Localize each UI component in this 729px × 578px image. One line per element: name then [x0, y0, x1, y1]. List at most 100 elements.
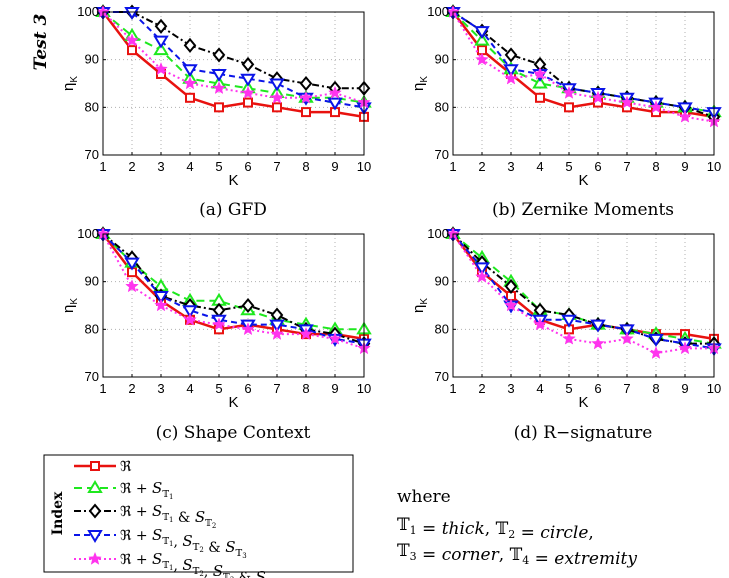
y-tick-label: 100 [77, 226, 99, 241]
x-tick-label: 3 [157, 159, 164, 174]
x-tick-label: 9 [331, 159, 338, 174]
chart-caption: (a) GFD [199, 200, 267, 220]
test-side-label: Test 3 [31, 13, 51, 70]
data-point [211, 68, 227, 82]
data-point [269, 319, 285, 333]
x-tick-label: 4 [536, 159, 543, 174]
x-tick-label: 5 [215, 381, 222, 396]
chart-caption: (c) Shape Context [156, 423, 311, 443]
legend-marker [88, 551, 102, 565]
data-point [153, 290, 169, 304]
data-point [154, 61, 168, 76]
data-point [182, 64, 198, 78]
y-tick-label: 70 [85, 147, 99, 162]
x-tick-label: 2 [128, 381, 135, 396]
x-tick-label: 10 [357, 159, 371, 174]
x-tick-label: 2 [478, 381, 485, 396]
x-axis-label: K [578, 172, 588, 189]
y-tick-label: 80 [85, 321, 99, 336]
chart-caption: (d) R−signature [514, 423, 653, 443]
data-point [301, 107, 311, 118]
x-tick-label: 1 [449, 159, 456, 174]
x-tick-label: 8 [302, 159, 309, 174]
series-5 [96, 226, 371, 355]
data-point [474, 26, 490, 40]
x-tick-label: 7 [623, 381, 630, 396]
x-tick-label: 6 [244, 159, 251, 174]
data-point [562, 331, 576, 345]
x-tick-label: 6 [594, 159, 601, 174]
series-line [452, 11, 715, 119]
y-axis-label: ηK [410, 298, 430, 313]
series-line [102, 233, 365, 345]
y-tick-label: 100 [427, 4, 449, 19]
series-line [102, 11, 365, 104]
legend-label: ℜ + S𝕋1 [120, 479, 173, 501]
data-point [327, 97, 343, 111]
data-point [533, 66, 547, 80]
where-line1: 𝕋1 = thick, 𝕋2 = circle, [397, 515, 594, 543]
data-point [535, 92, 545, 103]
data-point [269, 78, 285, 92]
data-point [590, 319, 606, 333]
series-line [103, 11, 364, 90]
x-tick-label: 6 [244, 381, 251, 396]
legend-marker [90, 461, 100, 471]
data-point [564, 102, 574, 113]
data-point [153, 35, 169, 49]
x-tick-label: 8 [302, 381, 309, 396]
x-tick-label: 4 [186, 381, 193, 396]
data-point [504, 278, 518, 294]
series-line [102, 233, 365, 350]
series-line [452, 233, 714, 355]
x-axis-label: K [228, 172, 238, 189]
data-point [125, 33, 139, 47]
x-tick-label: 10 [707, 381, 721, 396]
legend-entry-2: ℜ + S𝕋1 [74, 479, 173, 501]
data-point [649, 345, 663, 359]
data-point [591, 90, 605, 104]
data-point [591, 336, 605, 350]
data-point [243, 97, 253, 108]
y-axis-label: ηK [60, 76, 80, 91]
chart-panel-3: 1 2 3 4 5 6 7 8 9 10 70 80 90 100 KηK (c) Shape Context [60, 226, 372, 443]
data-point [328, 85, 342, 99]
y-tick-label: 80 [435, 321, 449, 336]
axes-frame [452, 11, 715, 156]
x-tick-label: 2 [478, 159, 485, 174]
data-point [183, 312, 197, 326]
data-point [241, 56, 255, 72]
series-line [103, 11, 365, 109]
legend-marker [87, 480, 103, 493]
y-tick-label: 90 [85, 274, 99, 289]
legend-marker [87, 530, 103, 543]
data-point [241, 322, 255, 336]
data-point [183, 76, 197, 90]
data-point [299, 326, 313, 340]
data-point [474, 32, 490, 46]
y-tick-label: 70 [435, 147, 449, 162]
x-axis-label: K [578, 394, 588, 411]
data-point [532, 75, 548, 89]
x-tick-label: 3 [157, 381, 164, 396]
x-tick-label: 7 [273, 159, 280, 174]
axes-frame [102, 11, 365, 156]
data-point [124, 257, 140, 271]
data-point [619, 324, 635, 338]
chart-caption: (b) Zernike Moments [492, 200, 674, 220]
data-point [648, 333, 664, 347]
series-1 [98, 7, 369, 122]
data-point [475, 52, 489, 66]
x-tick-label: 10 [707, 159, 721, 174]
x-tick-label: 9 [331, 381, 338, 396]
data-point [214, 102, 224, 113]
data-point [183, 37, 197, 53]
legend-entry-3: ℜ + S𝕋1 & S𝕋2 [74, 502, 216, 530]
y-tick-label: 70 [85, 369, 99, 384]
x-tick-label: 7 [273, 381, 280, 396]
legend-label: ℜ + S𝕋1, S𝕋2, S𝕋3 & S𝕋4 [120, 550, 278, 578]
data-point [154, 18, 168, 34]
series-line [452, 233, 714, 345]
x-tick-label: 5 [565, 159, 572, 174]
